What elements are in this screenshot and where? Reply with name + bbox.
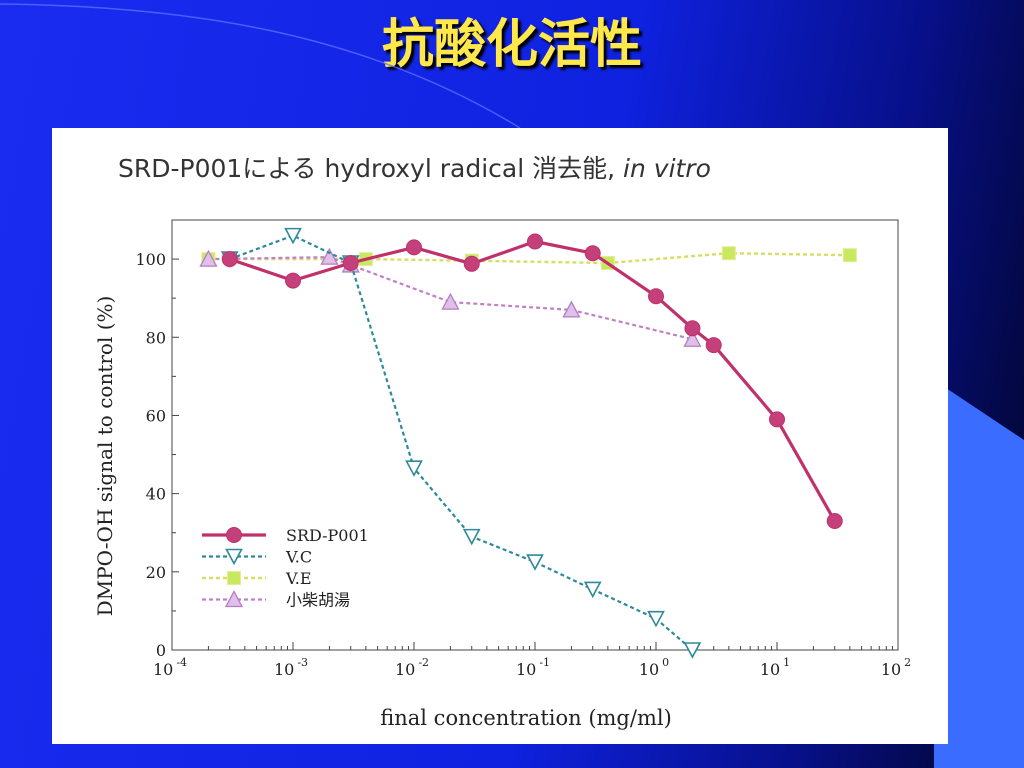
data-point [683, 642, 702, 659]
y-tick-label: 20 [146, 563, 166, 582]
chart: SRD-P001による hydroxyl radical 消去能, in vit… [93, 154, 911, 730]
series-line [229, 239, 837, 522]
x-tick-label: 10 -4 [153, 656, 187, 679]
legend-label: V.C [285, 548, 312, 567]
y-tick-label: 100 [135, 250, 166, 269]
legend-marker [227, 571, 241, 585]
data-point [284, 227, 302, 245]
x-tick-label: 10 -2 [395, 656, 429, 679]
y-axis-label: DMPO-OH signal to control (%) [93, 296, 117, 617]
data-point [769, 411, 785, 428]
data-point [342, 255, 359, 271]
x-tick-label: 10 -1 [516, 656, 550, 679]
series-line [208, 251, 850, 265]
series-SRD-P001 [221, 233, 843, 529]
chart-title: SRD-P001による hydroxyl radical 消去能, in vit… [118, 154, 711, 183]
chart-title-main: SRD-P001による hydroxyl radical 消去能, [118, 154, 615, 183]
data-point [221, 251, 238, 268]
y-tick-label: 80 [146, 328, 166, 347]
legend-label: SRD-P001 [286, 526, 369, 545]
x-tick-label: 10 -3 [274, 656, 308, 679]
data-point [721, 246, 736, 261]
data-point [405, 460, 423, 477]
data-point [526, 554, 544, 571]
data-point [406, 239, 422, 256]
figure-card: SRD-P001による hydroxyl radical 消去能, in vit… [52, 128, 948, 744]
legend: SRD-P001 V.C V.E 小柴胡湯 [202, 526, 369, 610]
series-layer [199, 227, 857, 659]
data-point [842, 248, 857, 263]
data-point [647, 610, 665, 628]
y-tick-label: 0 [156, 641, 166, 660]
legend-item: SRD-P001 [202, 526, 369, 545]
data-point [583, 581, 602, 599]
legend-marker [225, 548, 243, 566]
y-tick-label: 60 [146, 406, 166, 425]
x-axis-label: final concentration (mg/ml) [380, 706, 672, 730]
legend-label: V.E [285, 569, 312, 588]
data-point [527, 233, 543, 250]
legend-item: V.C [202, 548, 312, 567]
series-line [208, 256, 693, 341]
data-point [320, 247, 339, 265]
data-point [441, 292, 460, 310]
chart-title-italic: in vitro [623, 154, 711, 183]
legend-marker [226, 527, 242, 543]
axis-ticks: 0 20 40 60 80 100 10 -4 10 -3 10 -2 10 -1 10 0 10 1 10 2 [135, 219, 911, 679]
data-point [684, 320, 701, 337]
plot-frame [171, 219, 899, 651]
legend-label: 小柴胡湯 [286, 591, 350, 610]
data-point [683, 329, 702, 347]
legend-marker [224, 590, 244, 608]
legend-item: 小柴胡湯 [202, 590, 350, 610]
data-point [826, 513, 843, 529]
x-tick-label: 10 2 [881, 656, 911, 679]
data-point [285, 272, 301, 289]
data-point [463, 255, 480, 272]
data-point [462, 528, 481, 546]
x-tick-label: 10 0 [639, 656, 669, 679]
x-tick-label: 10 1 [760, 656, 790, 679]
series-小柴胡湯 [199, 247, 702, 347]
decorative-swoosh [0, 3, 521, 129]
y-tick-label: 40 [146, 485, 166, 504]
data-point [648, 288, 664, 305]
slide-title: 抗酸化活性 [381, 15, 642, 75]
decorative-triangle [934, 380, 1024, 768]
legend-item: V.E [202, 569, 312, 588]
data-point [199, 249, 218, 267]
data-point [705, 337, 722, 354]
data-point [562, 300, 581, 318]
data-point [584, 245, 601, 262]
